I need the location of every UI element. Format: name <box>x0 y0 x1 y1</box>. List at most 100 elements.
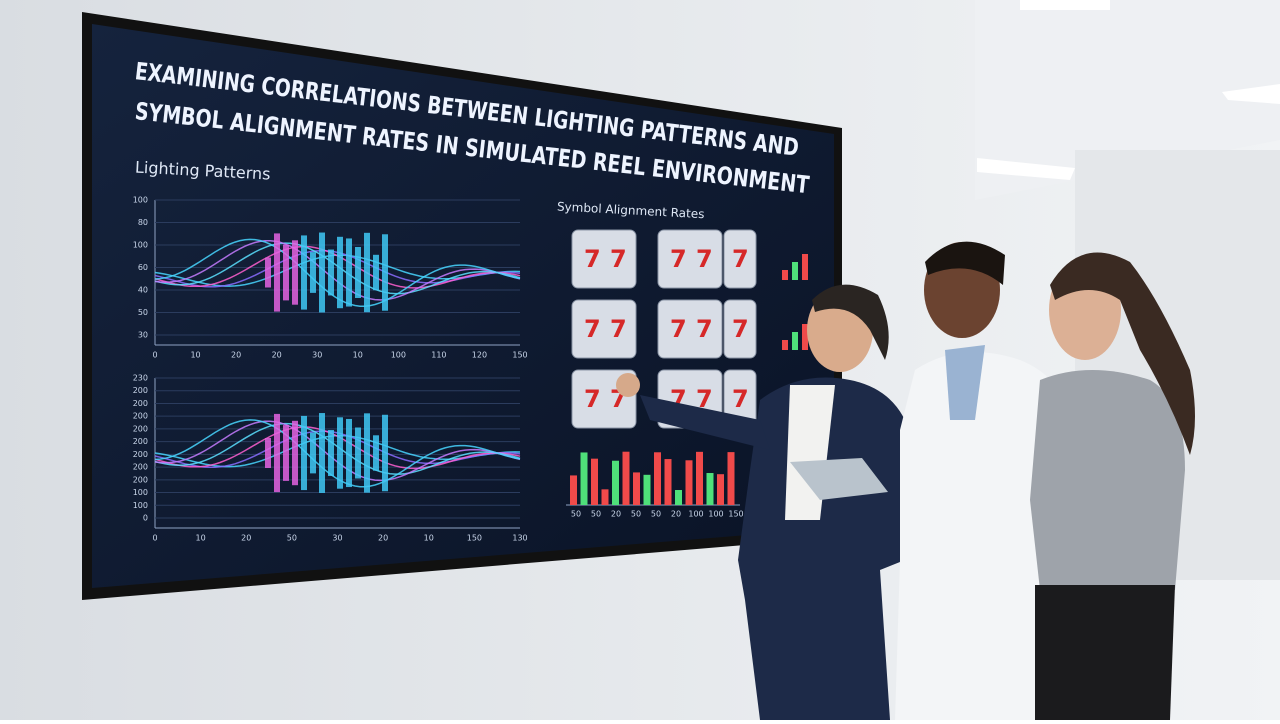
x-tick-label: 120 <box>472 351 487 360</box>
rate-bar <box>570 475 577 505</box>
light-bar <box>328 430 334 476</box>
rate-bar <box>696 451 703 505</box>
x-tick-label: 0 <box>152 534 157 543</box>
y-tick-label: 200 <box>133 475 148 484</box>
y-tick-label: 40 <box>138 286 148 295</box>
y-tick-label: 80 <box>138 218 148 227</box>
x-tick-label: 0 <box>152 351 157 360</box>
reel <box>571 229 637 289</box>
y-tick-label: 200 <box>133 450 148 459</box>
tablet <box>790 458 888 500</box>
x-tick-label: 20 <box>231 351 241 360</box>
light-bar <box>292 240 298 305</box>
y-tick-label: 50 <box>138 308 148 317</box>
light-bar <box>292 420 298 486</box>
light-bar <box>310 432 316 474</box>
rate-bar <box>792 332 798 350</box>
rate-bar <box>612 460 619 505</box>
x-tick-label: 130 <box>512 534 527 543</box>
light-bar <box>355 246 361 299</box>
y-tick-label: 0 <box>143 514 148 523</box>
light-bar <box>283 244 289 301</box>
rate-bar <box>622 451 630 505</box>
x-tick-label: 100 <box>688 510 703 519</box>
x-tick-label: 150 <box>467 534 482 543</box>
rate-bar <box>706 473 714 505</box>
person-suit <box>738 377 912 720</box>
ceiling-light <box>1222 84 1280 104</box>
person-blouse <box>1030 370 1185 590</box>
person-hand <box>616 373 640 397</box>
reel-symbol: 7 <box>696 315 713 343</box>
y-tick-label: 60 <box>138 263 148 272</box>
x-tick-label: 110 <box>431 351 446 360</box>
person-shirt <box>945 345 985 420</box>
reel-symbol: 7 <box>584 315 601 343</box>
x-tick-label: 30 <box>332 534 342 543</box>
reel-symbol: 7 <box>610 315 627 343</box>
rate-bar <box>792 262 798 280</box>
light-bar <box>283 425 289 481</box>
light-bar <box>301 235 307 310</box>
y-tick-label: 200 <box>133 437 148 446</box>
rate-bar <box>782 270 788 280</box>
light-bar <box>265 438 271 468</box>
rate-bar <box>782 340 788 350</box>
person-hair <box>925 241 1005 285</box>
x-tick-label: 20 <box>611 510 621 519</box>
x-tick-label: 50 <box>651 510 661 519</box>
person-coat <box>895 352 1075 720</box>
x-tick-label: 50 <box>287 534 297 543</box>
reel-symbol: 7 <box>696 245 713 273</box>
light-bar <box>301 415 307 491</box>
reel-symbol: 7 <box>732 385 749 413</box>
x-tick-label: 50 <box>591 510 601 519</box>
y-tick-label: 100 <box>133 488 148 497</box>
rate-bar <box>727 452 735 505</box>
ceiling-light <box>1020 0 1110 10</box>
reel <box>723 229 757 289</box>
x-tick-label: 20 <box>671 510 681 519</box>
reel-symbol: 7 <box>610 245 627 273</box>
rate-bar <box>654 452 661 505</box>
x-tick-label: 50 <box>571 510 581 519</box>
light-bar <box>274 233 280 312</box>
reel <box>571 299 637 359</box>
x-tick-label: 150 <box>512 351 527 360</box>
light-bar <box>364 232 370 313</box>
reel-symbol: 7 <box>696 385 713 413</box>
x-tick-label: 10 <box>424 534 434 543</box>
y-tick-label: 100 <box>133 241 148 250</box>
rate-bar <box>717 474 724 505</box>
rate-bar <box>675 490 682 505</box>
reel <box>723 299 757 359</box>
rate-bar <box>580 452 588 505</box>
light-bar <box>382 414 388 492</box>
x-tick-label: 20 <box>272 351 282 360</box>
reel-symbol: 7 <box>670 315 687 343</box>
y-tick-label: 100 <box>133 501 148 510</box>
y-tick-label: 200 <box>133 463 148 472</box>
x-tick-label: 20 <box>378 534 388 543</box>
light-bar <box>319 232 325 313</box>
reel <box>657 229 723 289</box>
person-hair <box>812 284 889 360</box>
reel-symbol: 7 <box>732 315 749 343</box>
light-bar <box>355 427 361 479</box>
y-tick-label: 200 <box>133 399 148 408</box>
light-bar <box>337 417 343 489</box>
person-trousers <box>1035 585 1175 720</box>
light-bar <box>364 413 370 493</box>
light-bar <box>346 238 352 307</box>
rate-bar <box>601 489 609 505</box>
light-bar <box>346 418 352 488</box>
x-tick-label: 100 <box>708 510 723 519</box>
reel-symbol: 7 <box>584 245 601 273</box>
light-bar <box>382 234 388 311</box>
rate-bar <box>685 460 693 505</box>
rate-bar <box>643 474 651 505</box>
x-tick-label: 50 <box>631 510 641 519</box>
y-tick-label: 200 <box>133 424 148 433</box>
